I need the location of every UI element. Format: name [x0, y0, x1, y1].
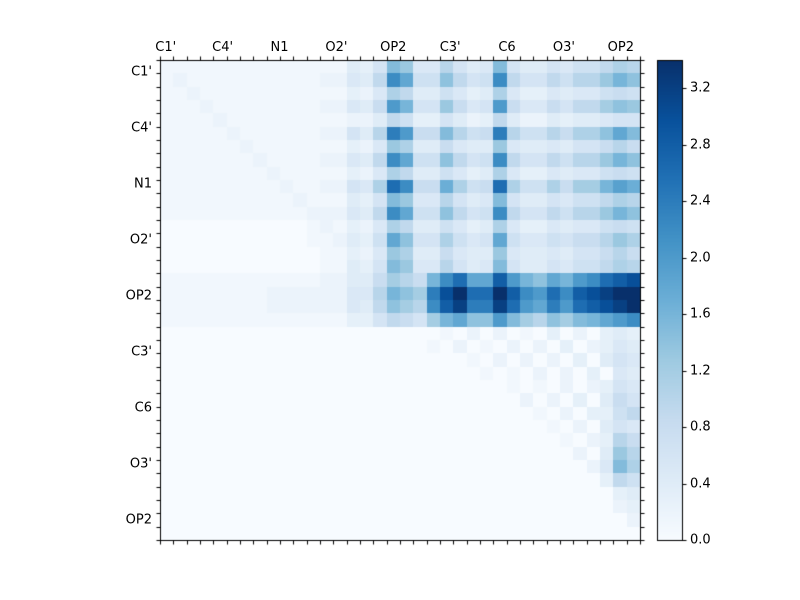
- x-tick-label: O3': [552, 40, 575, 55]
- y-tick-label: C4': [131, 120, 152, 136]
- x-tick-label: C3': [439, 40, 461, 55]
- colorbar-tick-label: 0.4: [690, 476, 711, 492]
- x-tick-label: C1': [155, 40, 177, 55]
- colorbar-tick-label: 1.2: [690, 363, 711, 379]
- x-tick-label: N1: [270, 40, 289, 55]
- y-tick-label: O3': [129, 456, 152, 472]
- x-tick-label: OP2: [607, 40, 634, 55]
- colorbar-tick-label: 1.6: [690, 306, 711, 322]
- y-tick-label: C6: [134, 400, 152, 416]
- colorbar-tick-label: 2.4: [690, 193, 711, 209]
- y-tick-label: OP2: [125, 512, 152, 528]
- x-tick-label: C4': [212, 40, 234, 55]
- colorbar-tick-label: 0.0: [690, 532, 711, 548]
- x-tick-label: OP2: [380, 40, 407, 55]
- x-tick-label: O2': [325, 40, 348, 55]
- colorbar: [657, 60, 682, 540]
- colorbar-tick-label: 0.8: [690, 419, 711, 435]
- colorbar-tick-label: 3.2: [690, 80, 711, 96]
- y-tick-label: N1: [134, 176, 152, 192]
- y-tick-label: C3': [131, 344, 152, 360]
- y-tick-label: O2': [129, 232, 152, 248]
- x-tick-label: C6: [498, 40, 516, 55]
- y-tick-label: C1': [131, 64, 152, 80]
- colorbar-tick-label: 2.0: [690, 250, 711, 266]
- colorbar-tick-label: 2.8: [690, 137, 711, 153]
- heatmap-plot-area: [160, 60, 640, 540]
- y-tick-label: OP2: [125, 288, 152, 304]
